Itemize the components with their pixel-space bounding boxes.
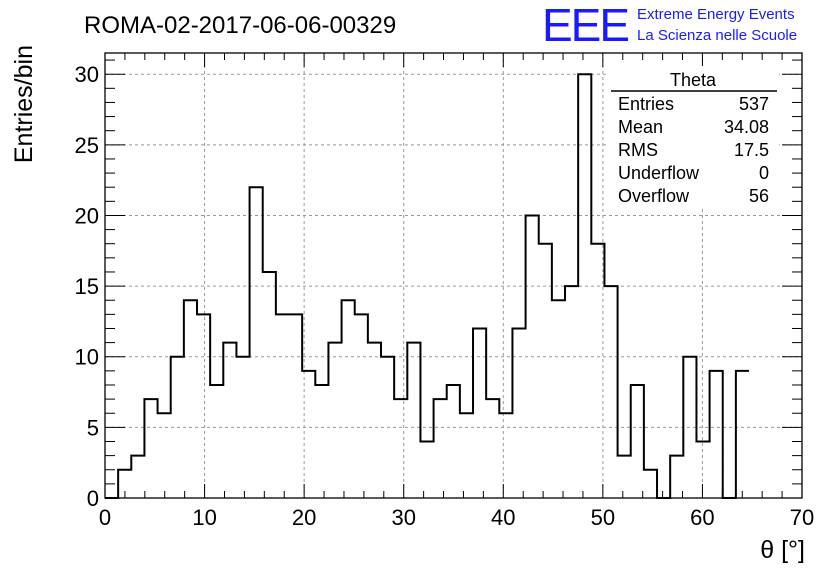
stats-row-label: Entries (618, 94, 674, 114)
stats-row-value: 17.5 (734, 140, 769, 160)
axis-ticks (104, 53, 803, 499)
stats-box: Theta Entries 537 Mean 34.08 RMS 17.5 Underflo… (609, 66, 779, 208)
y-tick-label: 10 (75, 345, 99, 370)
stats-row-value: 537 (739, 94, 769, 114)
x-tick-label: 10 (192, 505, 216, 530)
stats-row-label: Mean (618, 117, 663, 137)
y-tick-label: 30 (75, 62, 99, 87)
stats-row-value: 34.08 (724, 117, 769, 137)
stats-box-title: Theta (670, 70, 717, 90)
y-tick-label: 0 (87, 486, 99, 511)
x-tick-label: 0 (99, 505, 111, 530)
logo-line-1: Extreme Energy Events (637, 6, 795, 23)
x-tick-label: 60 (690, 505, 714, 530)
y-tick-label: 20 (75, 203, 99, 228)
logo-line-2: La Scienza nelle Scuole (637, 27, 797, 44)
y-tick-labels: 0 5 10 15 20 25 30 (75, 62, 99, 511)
stats-row-label: Overflow (618, 186, 690, 206)
x-tick-label: 50 (591, 505, 615, 530)
grid-lines (105, 53, 802, 498)
plot-frame (104, 52, 803, 499)
stats-row-label: Underflow (618, 163, 700, 183)
y-axis-label: Entries/bin (10, 45, 38, 163)
y-tick-label: 15 (75, 274, 99, 299)
x-axis-label: θ [°] (760, 536, 805, 564)
stats-box-background (609, 66, 779, 208)
y-tick-label: 25 (75, 133, 99, 158)
x-tick-label: 30 (391, 505, 415, 530)
histogram-outline (105, 73, 750, 499)
x-tick-label: 20 (292, 505, 316, 530)
x-tick-label: 70 (790, 505, 814, 530)
stats-row-value: 0 (759, 163, 769, 183)
stats-row-label: RMS (618, 140, 658, 160)
chart-title: ROMA-02-2017-06-06-00329 (84, 12, 396, 39)
stats-rows: Entries 537 Mean 34.08 RMS 17.5 Underflow 0 Over… (618, 94, 769, 206)
x-tick-label: 40 (491, 505, 515, 530)
y-tick-label: 5 (87, 415, 99, 440)
eee-logo: EEE Extreme Energy Events La Scienza nel… (542, 0, 797, 51)
stats-row-value: 56 (749, 186, 769, 206)
eee-logo-mark: EEE (542, 0, 628, 51)
x-tick-labels: 0 10 20 30 40 50 60 70 (99, 505, 814, 530)
